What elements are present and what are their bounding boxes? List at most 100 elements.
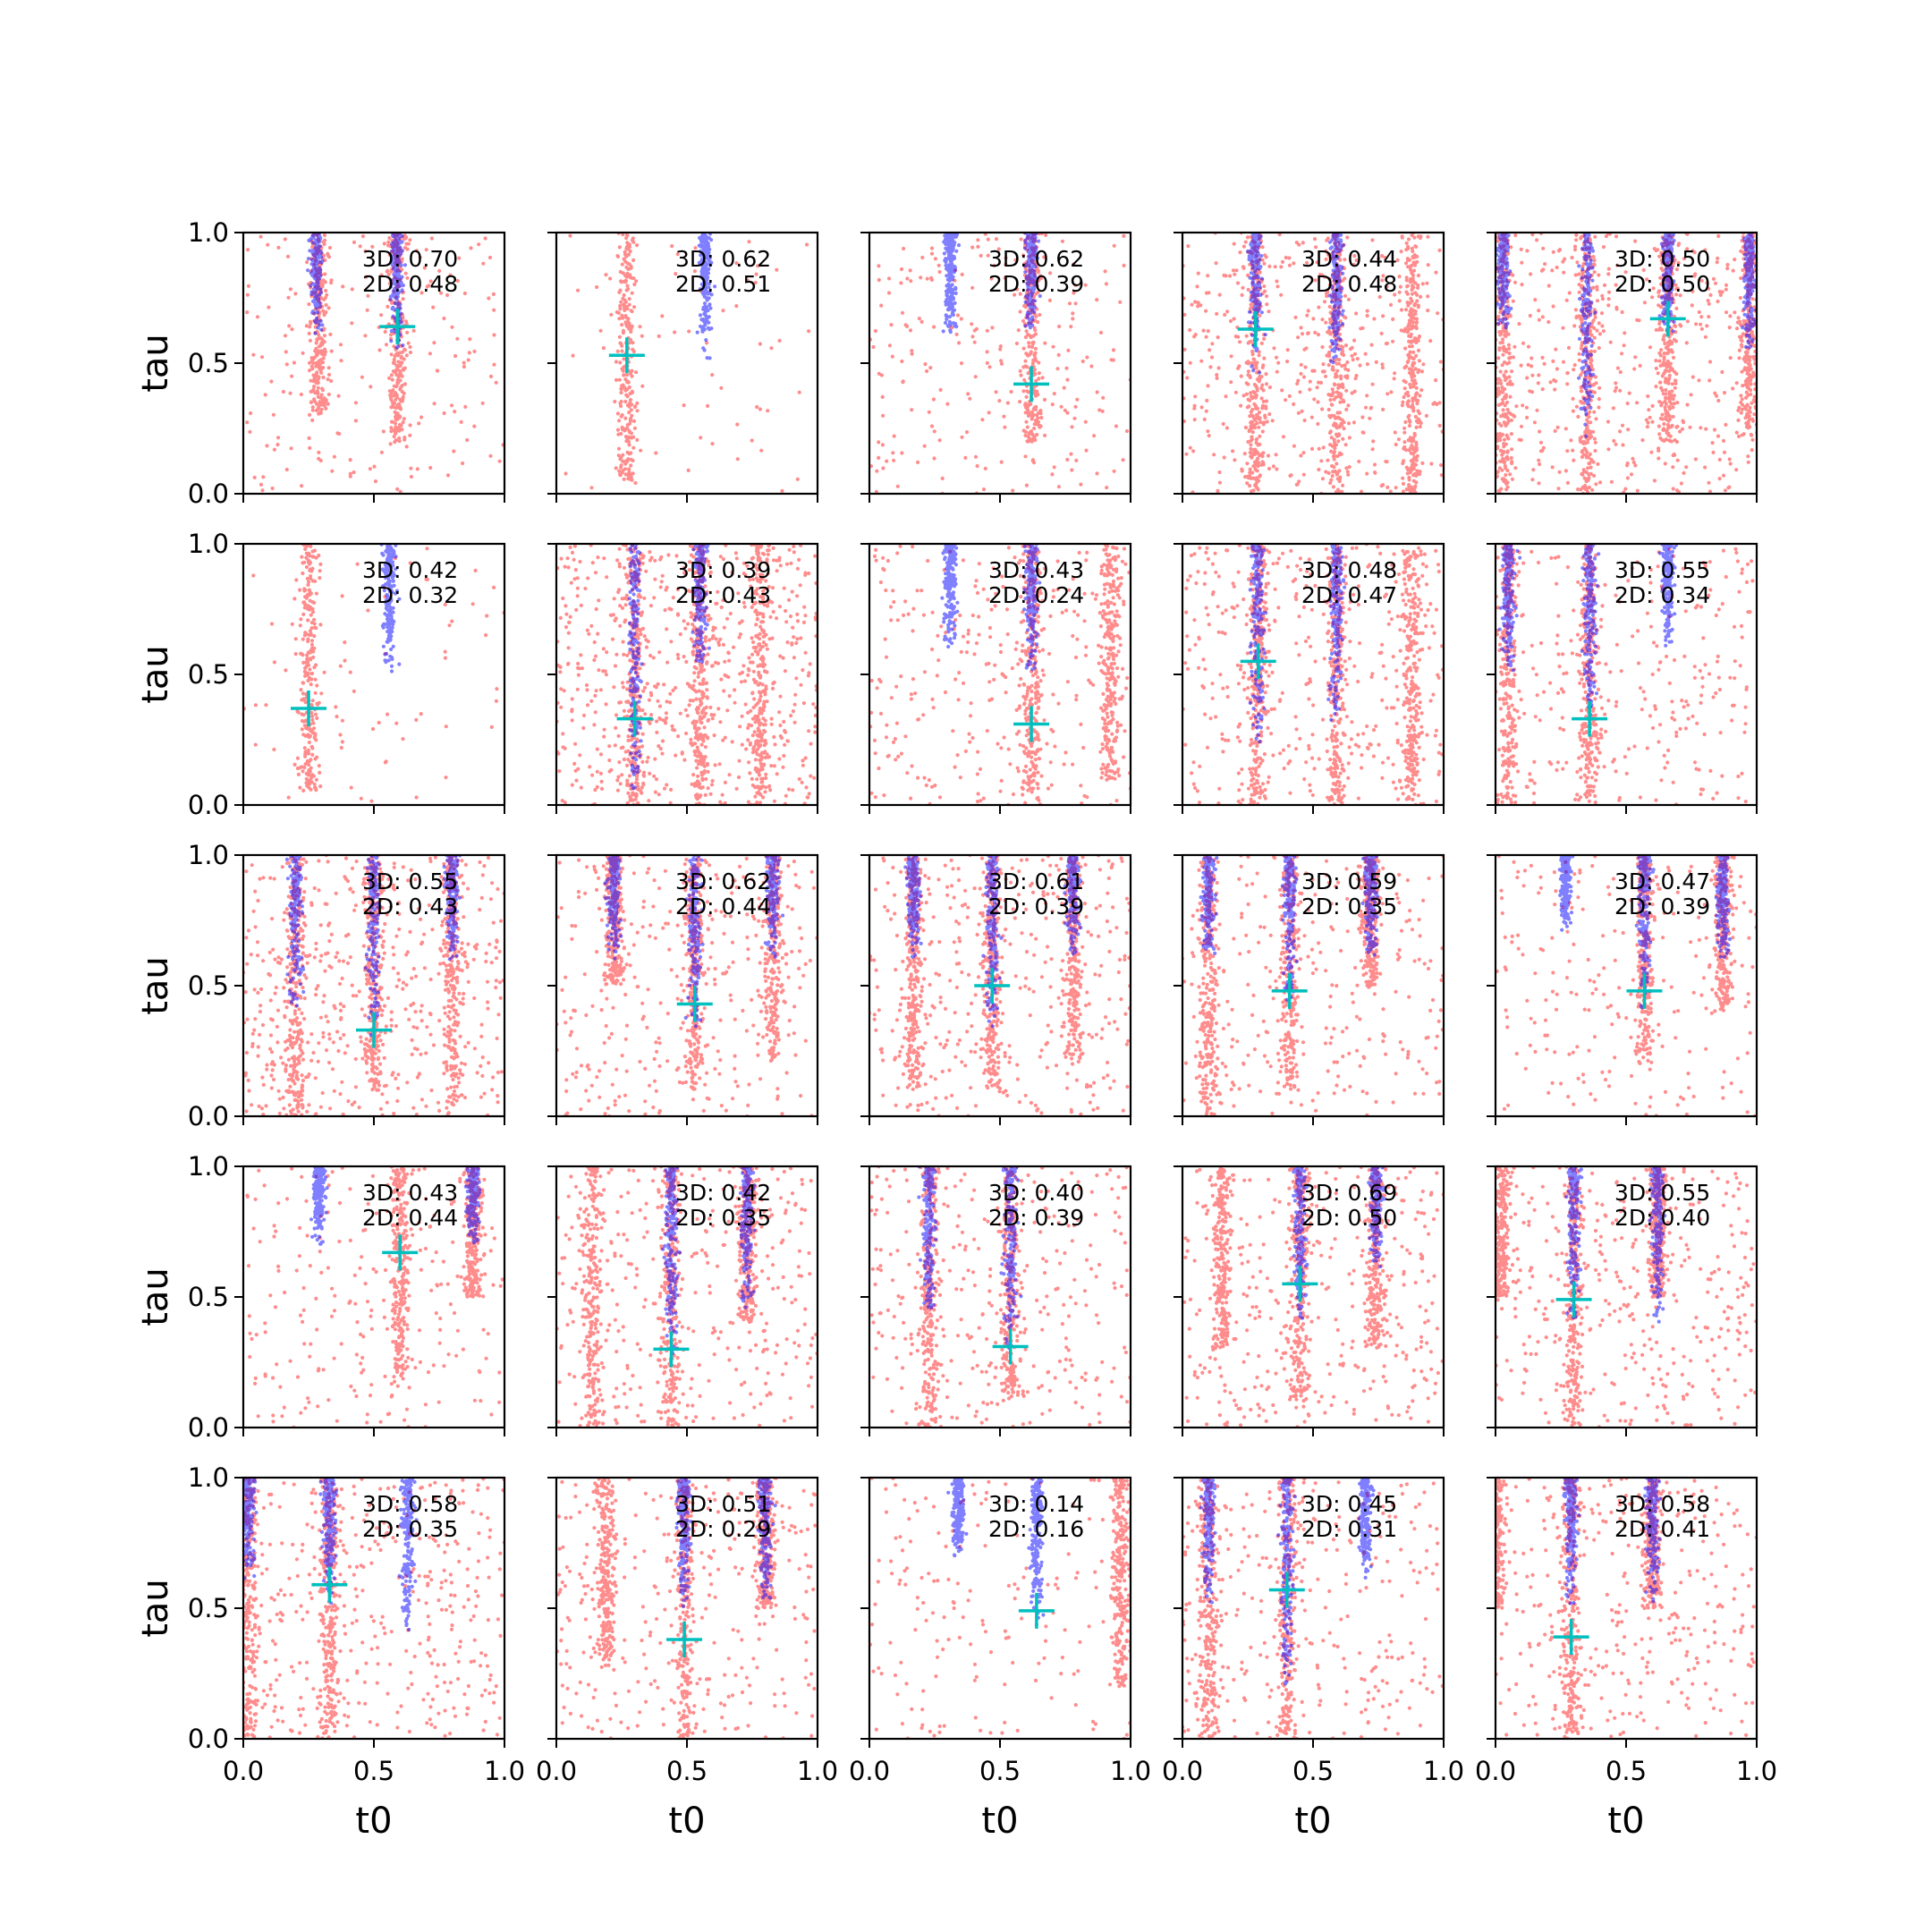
y-tick-label: 1.0	[188, 217, 229, 248]
y-axis-label: tau	[135, 956, 176, 1015]
panel-points	[243, 544, 504, 803]
metric-2d-label: 2D: 0.32	[362, 582, 458, 608]
metric-2d-label: 2D: 0.35	[362, 1516, 458, 1542]
panel-points	[1182, 1166, 1444, 1428]
metric-2d-label: 2D: 0.35	[675, 1205, 771, 1231]
marker-cross	[1268, 1572, 1305, 1608]
marker-cross	[291, 690, 326, 726]
metric-3d-label: 3D: 0.45	[1301, 1491, 1397, 1517]
metric-3d-label: 3D: 0.59	[1301, 869, 1397, 894]
marker-cross	[616, 700, 653, 737]
panel-points	[556, 855, 818, 1116]
marker-cross	[1240, 643, 1276, 680]
blue-points	[1496, 233, 1757, 438]
marker-cross	[1572, 700, 1608, 737]
metric-2d-label: 2D: 0.39	[988, 894, 1084, 919]
panel-points	[245, 1166, 504, 1428]
metric-2d-label: 2D: 0.48	[1301, 271, 1397, 297]
blue-points	[1557, 855, 1732, 1010]
blue-points	[946, 1478, 1046, 1627]
metric-2d-label: 2D: 0.39	[988, 1205, 1084, 1231]
blue-points	[243, 1478, 419, 1632]
y-tick-label: 1.0	[188, 1462, 229, 1493]
red-points	[556, 1478, 818, 1739]
y-tick-label: 0.0	[188, 790, 229, 820]
panel-points	[1496, 855, 1757, 1116]
x-tick-label: 1.0	[797, 1756, 838, 1786]
metric-2d-label: 2D: 0.43	[362, 894, 458, 919]
y-tick-label: 1.0	[188, 1151, 229, 1182]
marker-cross	[1282, 1266, 1318, 1302]
x-tick-label: 1.0	[1110, 1756, 1151, 1786]
metric-2d-label: 2D: 0.16	[988, 1516, 1084, 1542]
marker-cross	[1649, 301, 1686, 337]
metric-2d-label: 2D: 0.35	[1301, 894, 1397, 919]
metric-3d-label: 3D: 0.39	[675, 557, 771, 583]
panel-points	[1496, 1478, 1757, 1739]
metric-2d-label: 2D: 0.44	[362, 1205, 458, 1231]
marker-cross	[1271, 972, 1308, 1009]
metric-2d-label: 2D: 0.34	[1614, 582, 1710, 608]
y-tick-label: 0.5	[188, 970, 229, 1001]
y-axis-label: tau	[135, 1267, 176, 1326]
x-tick-label: 0.0	[1162, 1756, 1203, 1786]
x-tick-label: 0.0	[536, 1756, 577, 1786]
y-tick-label: 0.0	[188, 1724, 229, 1754]
y-tick-label: 0.0	[188, 1101, 229, 1131]
metric-3d-label: 3D: 0.50	[1614, 246, 1710, 272]
panel-points	[556, 1478, 818, 1739]
y-axis-label: tau	[135, 334, 176, 393]
marker-cross	[653, 1331, 690, 1368]
metric-2d-label: 2D: 0.50	[1614, 271, 1710, 297]
panel-points	[1182, 855, 1444, 1116]
marker-cross	[1013, 366, 1050, 402]
metric-3d-label: 3D: 0.62	[675, 869, 771, 894]
panel-points	[869, 1478, 1131, 1739]
metric-2d-label: 2D: 0.48	[362, 271, 458, 297]
x-tick-label: 0.5	[979, 1756, 1021, 1786]
x-tick-label: 0.5	[1606, 1756, 1647, 1786]
blue-points	[917, 1166, 1023, 1350]
panel-points	[564, 233, 811, 493]
marker-cross	[1626, 972, 1663, 1009]
metric-3d-label: 3D: 0.62	[988, 246, 1084, 272]
blue-points	[674, 1478, 777, 1608]
x-axis-label: t0	[668, 1801, 705, 1842]
metric-3d-label: 3D: 0.58	[1614, 1491, 1710, 1517]
x-tick-label: 1.0	[1423, 1756, 1464, 1786]
x-tick-label: 1.0	[484, 1756, 525, 1786]
metric-2d-label: 2D: 0.51	[675, 271, 771, 297]
metric-3d-label: 3D: 0.42	[362, 557, 458, 583]
x-axis-label: t0	[1294, 1801, 1331, 1842]
marker-cross	[382, 1234, 419, 1271]
metric-2d-label: 2D: 0.41	[1614, 1516, 1710, 1542]
x-tick-label: 1.0	[1736, 1756, 1777, 1786]
metric-2d-label: 2D: 0.40	[1614, 1205, 1710, 1231]
y-tick-label: 1.0	[188, 529, 229, 559]
y-tick-label: 0.5	[188, 659, 229, 690]
metric-3d-label: 3D: 0.42	[675, 1180, 771, 1206]
metric-3d-label: 3D: 0.55	[1614, 557, 1710, 583]
y-tick-label: 1.0	[188, 840, 229, 870]
x-axis-label: t0	[1607, 1801, 1644, 1842]
marker-cross	[974, 968, 1011, 1004]
panel-points	[869, 855, 1131, 1116]
blue-points	[309, 1166, 482, 1246]
blue-points	[903, 855, 1083, 1029]
panel-points	[1182, 1478, 1444, 1739]
x-tick-label: 0.0	[1475, 1756, 1516, 1786]
metric-3d-label: 3D: 0.43	[988, 557, 1084, 583]
